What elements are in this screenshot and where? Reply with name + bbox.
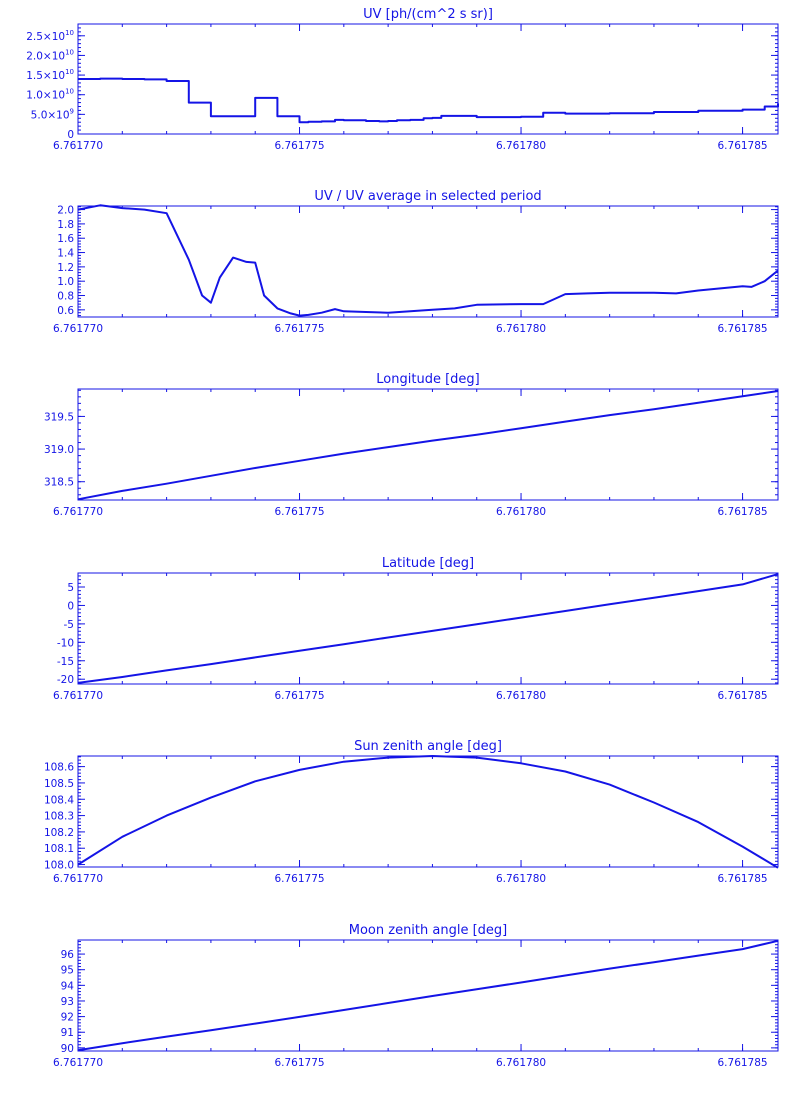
plot-frame: [77, 939, 779, 1052]
x-tick-label: 6.761780: [496, 506, 546, 518]
y-tick-label: 2.5×1010: [26, 29, 74, 43]
y-tick-label: 319.5: [44, 411, 74, 423]
chart-title: Sun zenith angle [deg]: [354, 739, 502, 754]
y-tick-label: 108.6: [44, 762, 74, 774]
y-tick-label: 94: [61, 980, 75, 992]
data-series-line: [77, 573, 779, 684]
y-tick-label: 5.0×109: [31, 107, 74, 121]
x-tick-label: 6.761780: [496, 690, 546, 702]
x-tick-label: 6.761775: [274, 1057, 324, 1069]
y-tick-label: -5: [64, 619, 74, 631]
y-tick-label: 0: [67, 600, 74, 612]
x-tick-label: 6.761785: [718, 323, 768, 335]
chart-title: Latitude [deg]: [382, 556, 474, 571]
y-tick-label: 90: [61, 1043, 74, 1055]
x-tick-label: 6.761775: [274, 323, 324, 335]
chart-title: Moon zenith angle [deg]: [349, 923, 507, 938]
x-tick-label: 6.761775: [274, 506, 324, 518]
chart-panel-5: Moon zenith angle [deg] 90 91 92 93 94 95 96 6.7…: [53, 923, 779, 1069]
x-tick-label: 6.761775: [274, 690, 324, 702]
y-tick-label: 108.2: [44, 827, 74, 839]
chart-panel-2: Longitude [deg] 318.5 319.0 319.5 6.761770 6.…: [44, 372, 779, 518]
y-tick-label: 108.0: [44, 860, 74, 872]
chart-title: UV / UV average in selected period: [314, 189, 541, 204]
data-series-line: [77, 204, 779, 317]
x-tick-label: 6.761775: [274, 873, 324, 885]
chart-panel-4: Sun zenith angle [deg] 108.0 108.1 108.2 108…: [44, 739, 779, 885]
x-tick-label: 6.761770: [53, 140, 103, 152]
chart-title: UV [ph/(cm^2 s sr)]: [363, 7, 493, 22]
chart-panel-1: UV / UV average in selected period 0.6 0.8…: [53, 189, 779, 335]
plot-frame: [77, 205, 779, 318]
x-tick-label: 6.761785: [718, 873, 768, 885]
y-tick-label: 1.5×1010: [26, 68, 74, 82]
y-tick-label: -15: [57, 656, 74, 668]
y-tick-label: -10: [57, 637, 74, 649]
plot-frame: [77, 572, 779, 685]
y-tick-label: 1.6: [57, 233, 74, 245]
plot-frame: [77, 388, 779, 501]
y-tick-label: 5: [67, 582, 74, 594]
y-tick-label: 108.5: [44, 778, 74, 790]
y-tick-label: 2.0: [57, 205, 74, 217]
chart-panel-3: Latitude [deg] -20 -15 -10 -5 0 5 6.761770 6.761…: [53, 556, 779, 702]
x-tick-label: 6.761785: [718, 506, 768, 518]
data-series-line: [77, 755, 779, 869]
x-tick-label: 6.761770: [53, 690, 103, 702]
x-tick-label: 6.761770: [53, 506, 103, 518]
y-tick-label: 319.0: [44, 444, 74, 456]
x-tick-label: 6.761775: [274, 140, 324, 152]
y-tick-label: 1.8: [57, 219, 74, 231]
y-tick-label: 93: [61, 996, 74, 1008]
y-tick-label: 1.2: [57, 262, 74, 274]
y-tick-label: 96: [61, 949, 75, 961]
x-tick-label: 6.761770: [53, 1057, 103, 1069]
data-series-line: [78, 77, 779, 124]
y-tick-label: 92: [61, 1012, 74, 1024]
y-tick-label: 0.8: [57, 291, 74, 303]
x-tick-label: 6.761780: [496, 873, 546, 885]
y-tick-label: 91: [61, 1027, 74, 1039]
data-series-line: [77, 939, 779, 1052]
chart-panel-0: UV [ph/(cm^2 s sr)] 0 5.0×109 1.0×1010 1.5×1…: [26, 7, 779, 152]
x-tick-label: 6.761780: [496, 1057, 546, 1069]
x-tick-label: 6.761785: [718, 1057, 768, 1069]
x-tick-label: 6.761770: [53, 323, 103, 335]
data-series-line: [77, 390, 779, 501]
y-tick-label: 1.4: [57, 248, 74, 260]
x-tick-label: 6.761770: [53, 873, 103, 885]
y-tick-label: 95: [61, 965, 74, 977]
y-tick-label: -20: [57, 674, 74, 686]
x-tick-label: 6.761780: [496, 323, 546, 335]
y-tick-label: 2.0×1010: [26, 48, 74, 62]
x-tick-label: 6.761785: [718, 690, 768, 702]
y-tick-label: 0.6: [57, 305, 74, 317]
y-tick-label: 108.3: [44, 811, 74, 823]
y-tick-label: 108.4: [44, 794, 74, 806]
y-tick-label: 1.0: [57, 276, 74, 288]
y-tick-label: 0: [67, 129, 74, 141]
y-tick-label: 1.0×1010: [26, 88, 74, 102]
chart-title: Longitude [deg]: [376, 372, 479, 387]
x-tick-label: 6.761785: [718, 140, 768, 152]
y-tick-label: 108.1: [44, 843, 74, 855]
y-tick-label: 318.5: [44, 477, 74, 489]
x-tick-label: 6.761780: [496, 140, 546, 152]
